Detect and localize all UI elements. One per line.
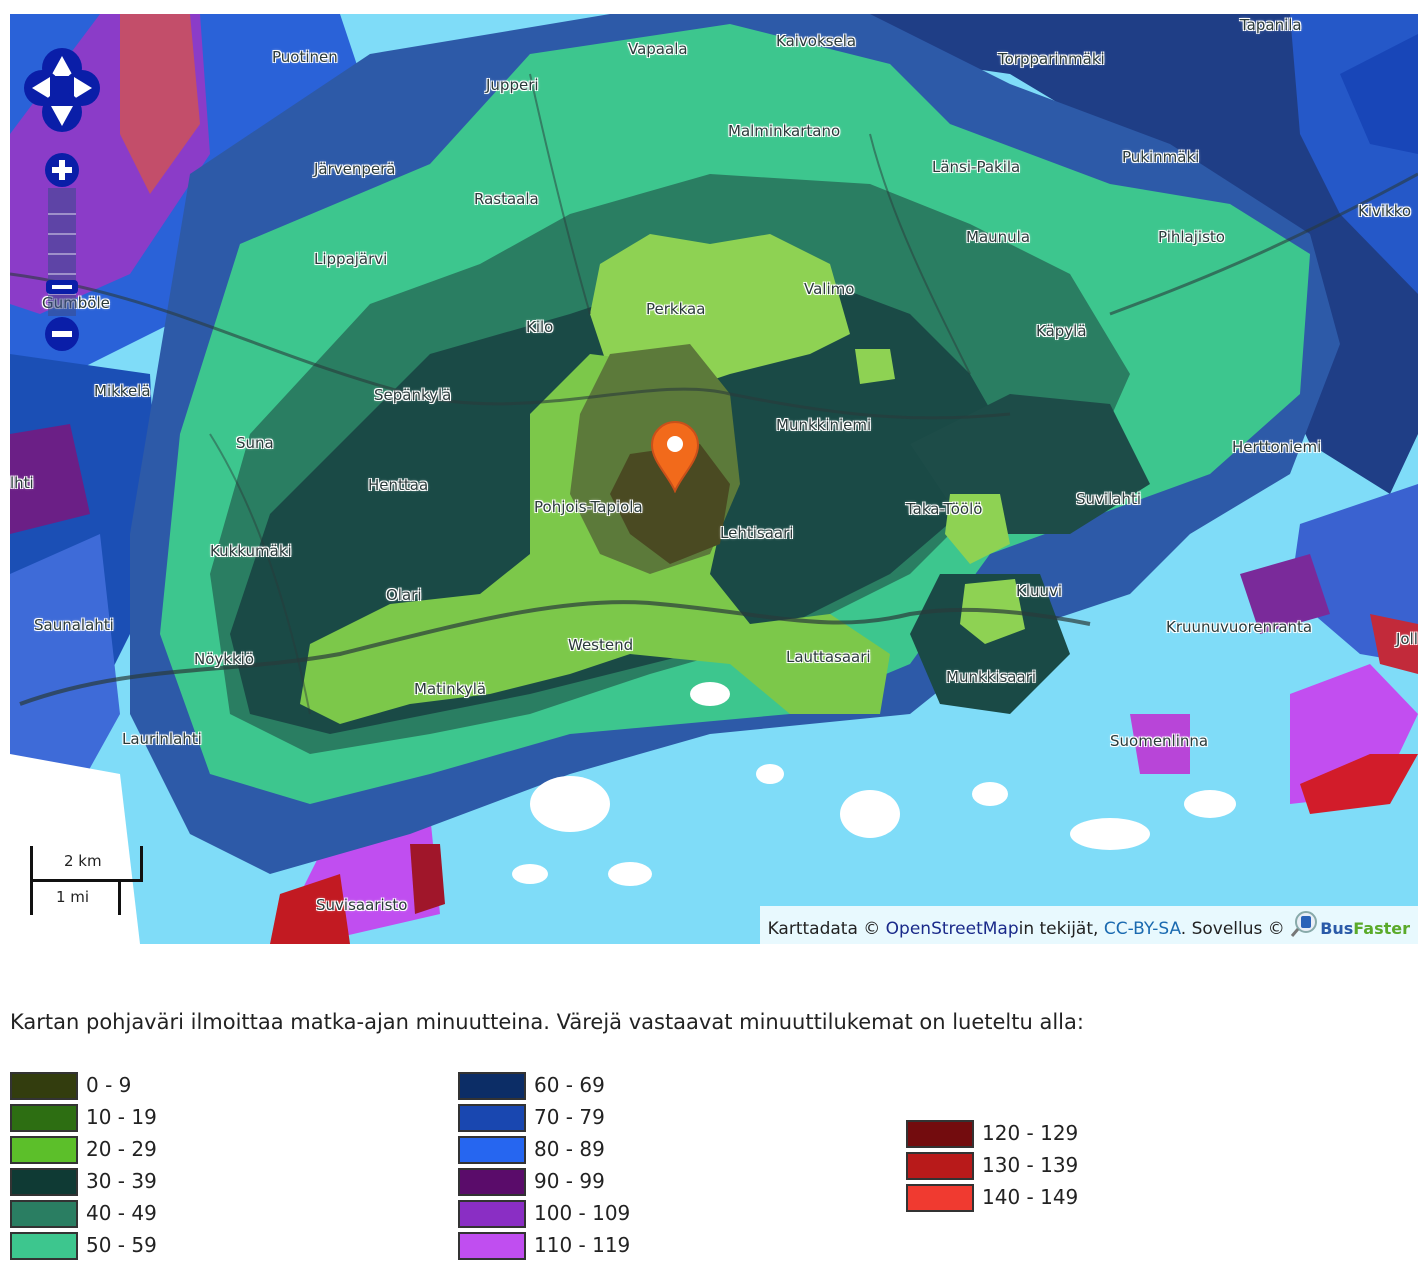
place-label: Rastaala xyxy=(474,190,539,208)
legend-swatch xyxy=(458,1072,526,1100)
pan-down-button[interactable] xyxy=(42,92,82,132)
legend-swatch xyxy=(10,1104,78,1132)
travel-time-overlay xyxy=(10,14,1418,944)
place-label: Henttaa xyxy=(368,476,429,494)
place-label: Matinkylä xyxy=(414,680,487,698)
legend-label: 20 - 29 xyxy=(86,1137,157,1161)
place-label: Lippajärvi xyxy=(314,250,388,268)
legend-label: 90 - 99 xyxy=(534,1169,605,1193)
place-label: Kruunuvuorenranta xyxy=(1166,618,1313,636)
place-label: Järvenperä xyxy=(314,160,396,178)
place-label: Kilo xyxy=(526,318,554,336)
place-label: Laurinlahti xyxy=(122,730,202,748)
place-label: Kluuvi xyxy=(1016,582,1063,600)
legend-label: 80 - 89 xyxy=(534,1137,605,1161)
place-label: Herttoniemi xyxy=(1232,438,1322,456)
location-marker-icon[interactable] xyxy=(650,421,700,494)
place-label: Olari xyxy=(386,586,422,604)
place-label: Mikkelä xyxy=(94,382,151,400)
place-label: Nöykkiö xyxy=(194,650,254,668)
legend-swatch xyxy=(10,1200,78,1228)
legend-label: 0 - 9 xyxy=(86,1073,132,1097)
place-label: Pukinmäki xyxy=(1122,148,1200,166)
legend-label: 60 - 69 xyxy=(534,1073,605,1097)
busfaster-brand-part: Bus xyxy=(1320,919,1354,938)
scale-km-label: 2 km xyxy=(64,852,102,870)
place-label: Valimo xyxy=(804,280,855,298)
place-label: Suna xyxy=(236,434,274,452)
legend-label: 10 - 19 xyxy=(86,1105,157,1129)
scale-bar: 2 km 1 mi xyxy=(30,846,150,916)
legend-label: 140 - 149 xyxy=(982,1185,1079,1209)
map-view[interactable]: Puotinen Vapaala Kaivoksela Tapanila Jup… xyxy=(10,14,1418,944)
attribution-app-text: . Sovellus © xyxy=(1180,919,1291,939)
place-label: Westend xyxy=(568,636,634,654)
place-label: Jupperi xyxy=(486,76,539,94)
legend-swatch xyxy=(458,1168,526,1196)
legend-label: 100 - 109 xyxy=(534,1201,631,1225)
legend-label: 70 - 79 xyxy=(534,1105,605,1129)
legend-label: 30 - 39 xyxy=(86,1169,157,1193)
place-label: Suvilahti xyxy=(1076,490,1141,508)
place-label: Länsi-Pakila xyxy=(932,158,1021,176)
busfaster-logo-icon[interactable] xyxy=(1290,910,1320,944)
zoom-out-button[interactable] xyxy=(45,317,79,351)
place-label: Munkkisaari xyxy=(946,668,1037,686)
legend-label: 50 - 59 xyxy=(86,1233,157,1257)
legend-swatch xyxy=(458,1200,526,1228)
map-attribution: Karttadata © OpenStreetMapin tekijät, CC… xyxy=(759,906,1418,944)
place-label: Pihlajisto xyxy=(1158,228,1225,246)
place-label: Kukkumäki xyxy=(210,542,292,560)
openstreetmap-link[interactable]: OpenStreetMap xyxy=(885,919,1019,939)
place-label: Lauttasaari xyxy=(786,648,871,666)
zoom-in-button[interactable] xyxy=(45,153,79,187)
legend-swatch xyxy=(906,1152,974,1180)
license-link[interactable]: CC-BY-SA xyxy=(1103,919,1181,939)
place-label: Pohjois-Tapiola xyxy=(534,498,643,516)
place-label: Torpparinmäki xyxy=(998,50,1105,68)
legend-swatch xyxy=(906,1120,974,1148)
place-label: Munkkiniemi xyxy=(776,416,872,434)
place-label: Kivikko xyxy=(1358,202,1412,220)
map-navigation-control xyxy=(24,34,100,364)
place-label: Käpylä xyxy=(1036,322,1087,340)
place-label: lhti xyxy=(10,474,34,492)
place-label: Vapaala xyxy=(628,40,688,58)
place-label: Sepänkylä xyxy=(374,386,452,404)
legend-swatch xyxy=(10,1136,78,1164)
legend-label: 130 - 139 xyxy=(982,1153,1079,1177)
place-label: Suomenlinna xyxy=(1110,732,1209,750)
legend-swatch xyxy=(906,1184,974,1212)
scale-mi-label: 1 mi xyxy=(56,888,90,906)
place-label: Kaivoksela xyxy=(776,32,857,50)
legend-caption: Kartan pohjaväri ilmoittaa matka-ajan mi… xyxy=(10,1010,1084,1034)
attribution-osm-suffix: in tekijät, xyxy=(1018,919,1104,939)
place-label: Malminkartano xyxy=(728,122,841,140)
place-label: Taka-Töölö xyxy=(906,500,983,518)
legend-label: 120 - 129 xyxy=(982,1121,1079,1145)
place-label: Joll xyxy=(1396,630,1418,648)
legend-swatch xyxy=(458,1104,526,1132)
legend-swatch xyxy=(10,1232,78,1260)
legend-swatch xyxy=(458,1136,526,1164)
place-label: Puotinen xyxy=(272,48,338,66)
busfaster-brand[interactable]: BusFaster xyxy=(1320,919,1410,938)
place-label: Saunalahti xyxy=(34,616,114,634)
place-label: Perkkaa xyxy=(646,300,706,318)
legend-swatch xyxy=(458,1232,526,1260)
place-label: Maunula xyxy=(966,228,1031,246)
busfaster-brand-part: Faster xyxy=(1353,919,1410,938)
legend-label: 110 - 119 xyxy=(534,1233,631,1257)
pan-zoom-control xyxy=(24,48,100,351)
place-label: Tapanila xyxy=(1240,16,1302,34)
place-label: Suvisaaristo xyxy=(316,896,408,914)
legend-swatch xyxy=(10,1072,78,1100)
attribution-prefix: Karttadata © xyxy=(767,919,886,939)
legend-label: 40 - 49 xyxy=(86,1201,157,1225)
zoom-slider[interactable] xyxy=(46,188,78,316)
legend-swatch xyxy=(10,1168,78,1196)
place-label: Lehtisaari xyxy=(720,524,794,542)
